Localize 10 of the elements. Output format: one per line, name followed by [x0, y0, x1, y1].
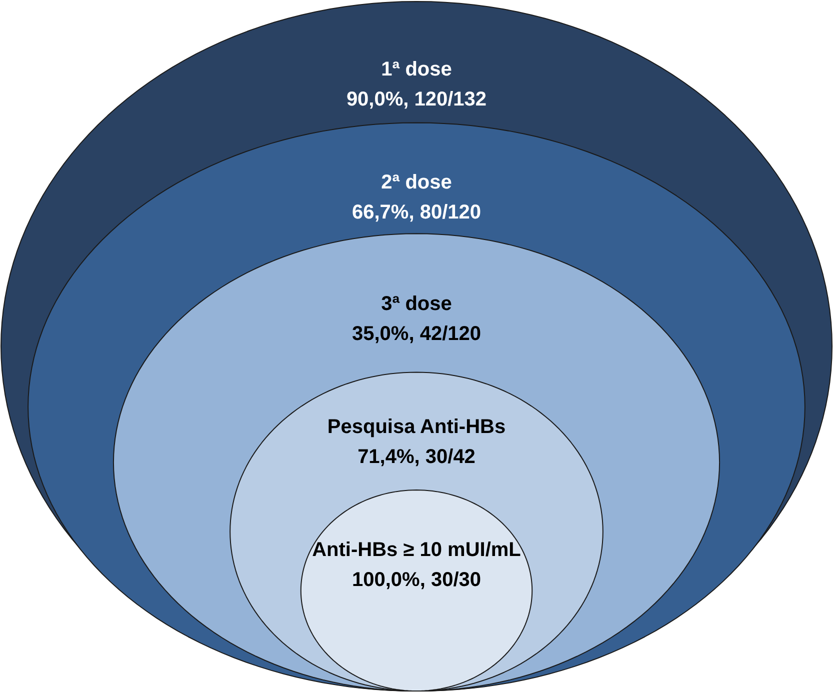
category-label: Pesquisa Anti-HBs	[327, 416, 506, 438]
data-label: 71,4%, 30/42	[358, 446, 476, 468]
category-label: 2ª dose	[381, 171, 452, 194]
data-label: 35,0%, 42/120	[352, 322, 481, 345]
category-label: 1ª dose	[381, 58, 452, 81]
data-label: 66,7%, 80/120	[352, 201, 481, 224]
category-label: Anti-HBs ≥ 10 mUI/mL	[312, 538, 521, 561]
data-label: 90,0%, 120/132	[346, 88, 487, 111]
category-label: 3ª dose	[381, 292, 452, 315]
data-label: 100,0%, 30/30	[352, 568, 481, 591]
